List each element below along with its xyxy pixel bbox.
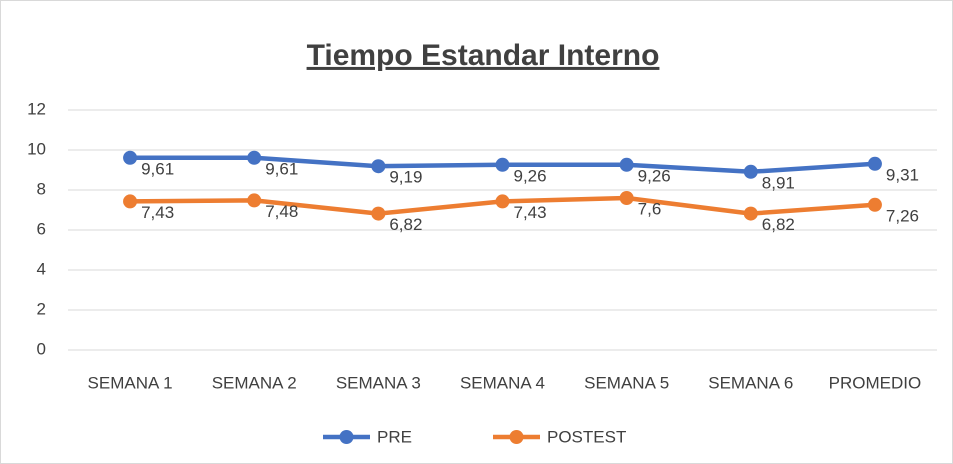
data-label: 9,61 (141, 159, 174, 178)
legend-marker (339, 430, 354, 444)
data-label: 7,26 (886, 206, 919, 225)
x-tick-label: SEMANA 4 (460, 373, 545, 392)
data-label: 7,43 (514, 203, 547, 222)
data-label: 6,82 (762, 215, 795, 234)
point-marker (123, 150, 138, 165)
x-tick-label: PROMEDIO (829, 373, 922, 392)
point-marker (247, 193, 262, 208)
chart-title: Tiempo Estandar Interno (307, 39, 660, 72)
point-marker (371, 206, 386, 221)
data-label: 9,31 (886, 165, 919, 184)
data-label: 9,61 (265, 159, 298, 178)
point-marker (743, 164, 758, 179)
y-tick-label: 2 (37, 299, 46, 318)
point-marker (371, 159, 386, 174)
x-tick-label: SEMANA 1 (88, 373, 173, 392)
y-tick-label: 0 (37, 339, 46, 358)
legend-label: PRE (377, 427, 412, 446)
data-label: 7,48 (265, 202, 298, 221)
x-tick-label: SEMANA 3 (336, 373, 421, 392)
point-marker (247, 150, 262, 165)
legend-marker (509, 430, 524, 444)
y-tick-label: 10 (27, 139, 46, 158)
point-marker (619, 191, 634, 205)
data-label: 9,19 (389, 168, 422, 187)
x-tick-label: SEMANA 6 (708, 373, 793, 392)
data-label: 9,26 (638, 166, 671, 185)
data-label: 9,26 (514, 166, 547, 185)
data-label: 7,6 (638, 199, 662, 218)
y-tick-label: 12 (27, 99, 46, 118)
point-marker (743, 206, 758, 221)
y-tick-label: 8 (37, 179, 46, 198)
point-marker (867, 197, 882, 212)
point-marker (123, 194, 138, 209)
y-tick-label: 6 (37, 219, 46, 238)
y-tick-label: 4 (37, 259, 46, 278)
x-tick-label: SEMANA 2 (212, 373, 297, 392)
legend-label: POSTEST (547, 427, 626, 446)
x-tick-label: SEMANA 5 (584, 373, 669, 392)
point-marker (619, 157, 634, 172)
point-marker (495, 157, 510, 172)
point-marker (867, 156, 882, 171)
data-label: 6,82 (389, 215, 422, 234)
data-label: 7,43 (141, 203, 174, 222)
point-marker (495, 194, 510, 209)
data-label: 8,91 (762, 173, 795, 192)
